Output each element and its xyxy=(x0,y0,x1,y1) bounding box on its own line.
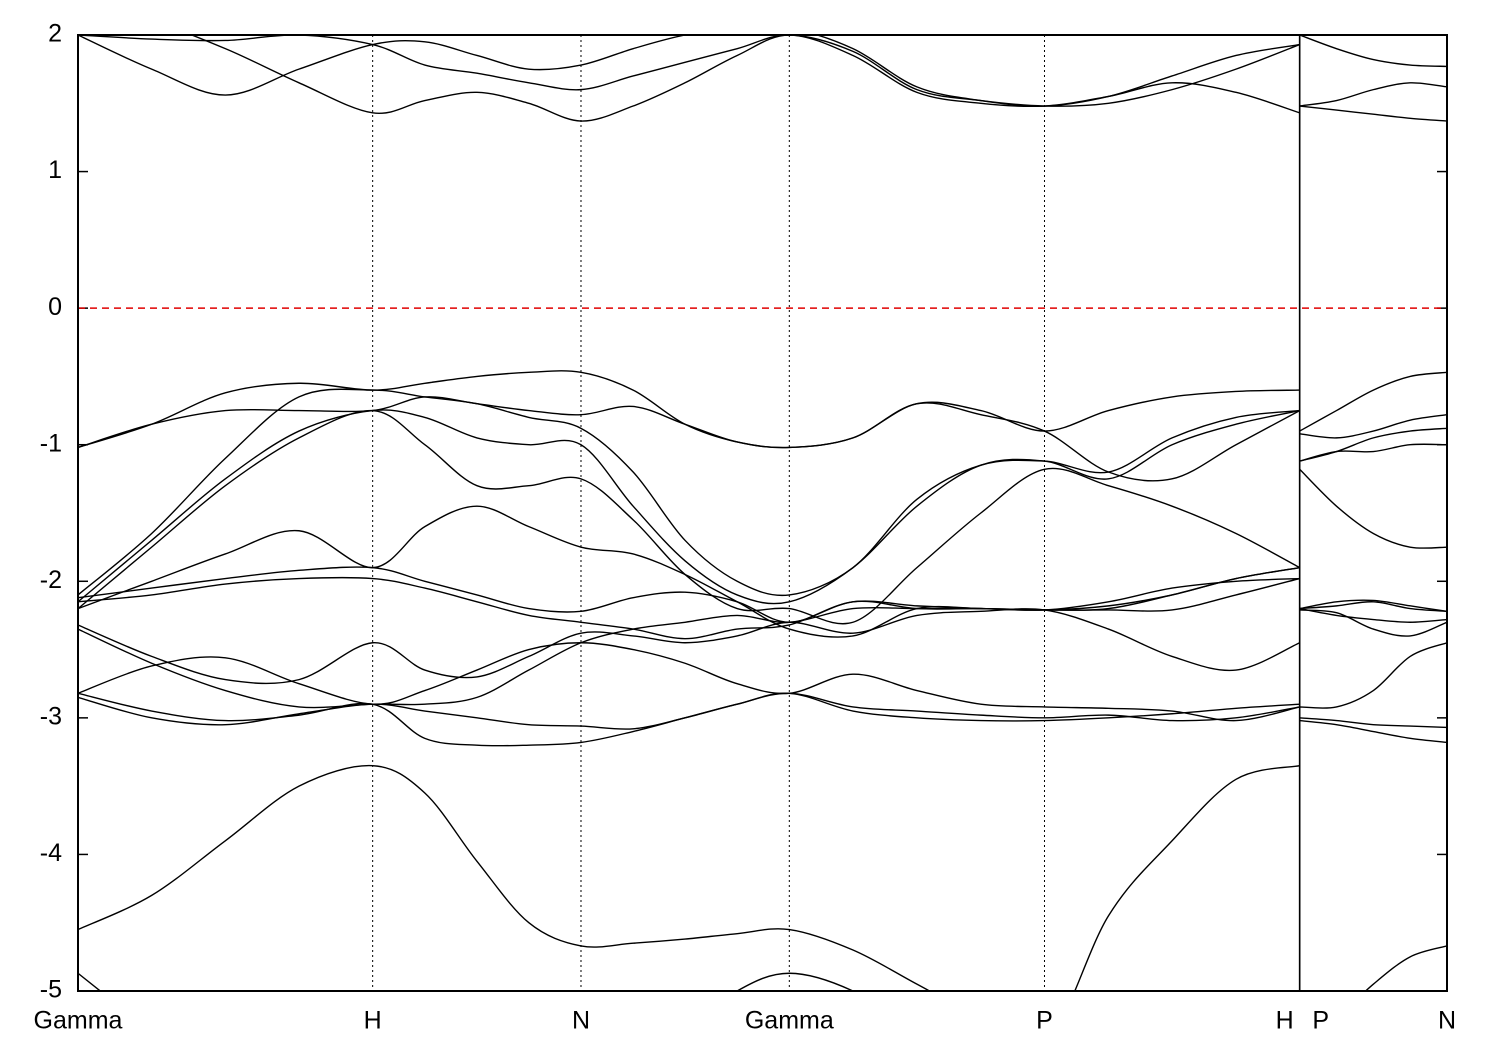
x-tick-label: N xyxy=(572,1007,590,1035)
y-tick-label: -1 xyxy=(40,429,62,457)
y-tick-label: -3 xyxy=(40,702,62,730)
band xyxy=(78,642,1447,744)
band xyxy=(78,409,1447,605)
x-tick-label: P xyxy=(1036,1007,1053,1035)
band xyxy=(78,576,1447,640)
plot-frame xyxy=(77,34,1448,992)
y-tick-label: 0 xyxy=(48,293,62,321)
x-tick-label: Gamma xyxy=(745,1007,834,1035)
y-tick-label: -2 xyxy=(40,566,62,594)
x-tick-label: H xyxy=(364,1007,382,1035)
band xyxy=(78,642,1447,730)
x-tick-label: P xyxy=(1312,1007,1329,1035)
bands xyxy=(78,35,1447,991)
band xyxy=(78,972,855,991)
band xyxy=(78,396,1447,482)
band xyxy=(189,35,1447,122)
x-tick-label: N xyxy=(1438,1007,1456,1035)
y-tick-label: 2 xyxy=(48,20,62,48)
x-tick-label: Gamma xyxy=(34,1007,123,1035)
x-tick-label: H xyxy=(1276,1007,1294,1035)
y-tick-label: -4 xyxy=(40,839,62,867)
band xyxy=(78,409,1447,625)
band xyxy=(78,388,1447,597)
band xyxy=(78,764,1447,991)
band xyxy=(78,601,1447,685)
y-tick-label: 1 xyxy=(48,156,62,184)
band xyxy=(78,566,1447,623)
y-tick-label: -5 xyxy=(40,976,62,1004)
